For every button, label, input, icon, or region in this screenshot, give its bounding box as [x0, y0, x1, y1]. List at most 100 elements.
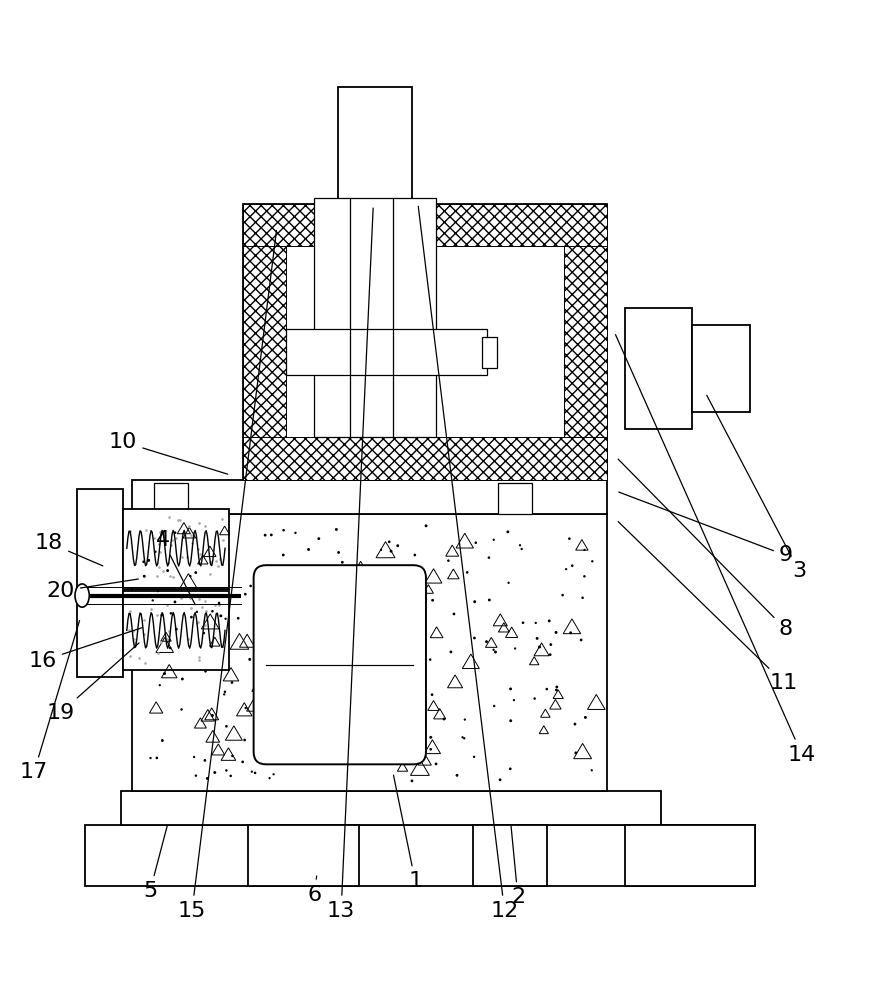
- Point: [501, 524, 515, 540]
- Point: [585, 762, 599, 778]
- Point: [488, 644, 503, 660]
- Point: [384, 543, 398, 559]
- Point: [311, 622, 325, 638]
- Point: [168, 525, 182, 541]
- Point: [248, 765, 263, 781]
- Point: [153, 677, 167, 693]
- Point: [423, 729, 438, 745]
- Point: [362, 603, 376, 619]
- Point: [368, 604, 382, 620]
- Point: [568, 716, 582, 732]
- Bar: [625, 308, 692, 429]
- Text: 6: 6: [307, 876, 321, 905]
- Point: [469, 535, 483, 551]
- Point: [276, 547, 290, 563]
- Point: [482, 592, 497, 608]
- Point: [467, 749, 481, 765]
- Text: 15: 15: [178, 230, 277, 921]
- Point: [550, 679, 564, 695]
- Point: [366, 750, 380, 766]
- Point: [163, 605, 178, 621]
- Point: [382, 534, 396, 550]
- Point: [151, 583, 165, 599]
- Point: [218, 684, 232, 700]
- Point: [532, 639, 547, 655]
- Point: [380, 752, 395, 768]
- Point: [238, 586, 253, 602]
- Point: [350, 698, 364, 714]
- Text: 4: 4: [155, 530, 196, 605]
- Point: [305, 686, 320, 702]
- Point: [263, 770, 277, 786]
- Point: [225, 674, 239, 690]
- Point: [243, 651, 257, 667]
- Point: [138, 568, 152, 584]
- Bar: [123, 509, 229, 588]
- Bar: [123, 591, 229, 670]
- Point: [574, 632, 588, 648]
- Point: [504, 681, 518, 697]
- Point: [262, 710, 276, 726]
- Point: [371, 672, 386, 688]
- Text: 20: 20: [46, 579, 138, 601]
- Point: [457, 730, 472, 746]
- Point: [175, 671, 189, 687]
- Point: [148, 544, 163, 560]
- Point: [273, 586, 288, 602]
- Point: [188, 768, 203, 784]
- Point: [425, 687, 439, 703]
- Point: [312, 531, 326, 547]
- Point: [219, 611, 233, 627]
- Point: [163, 640, 178, 656]
- Point: [455, 729, 470, 745]
- Point: [155, 733, 170, 749]
- Point: [480, 634, 494, 650]
- Point: [285, 738, 299, 754]
- Point: [444, 644, 458, 660]
- Point: [585, 553, 599, 569]
- Point: [325, 661, 339, 677]
- Text: 19: 19: [46, 643, 139, 723]
- Point: [487, 698, 501, 714]
- Point: [549, 624, 563, 640]
- Point: [300, 734, 314, 750]
- Bar: [243, 437, 607, 480]
- Point: [504, 713, 518, 729]
- Point: [141, 552, 155, 568]
- Point: [575, 590, 589, 606]
- Point: [379, 662, 393, 678]
- Point: [330, 521, 344, 537]
- Text: 5: 5: [143, 826, 167, 901]
- Bar: [132, 480, 607, 514]
- Bar: [314, 198, 436, 437]
- Text: 16: 16: [29, 628, 142, 671]
- Point: [321, 654, 336, 670]
- Point: [302, 647, 316, 663]
- Bar: [77, 489, 123, 677]
- Point: [468, 594, 482, 610]
- Point: [283, 728, 297, 744]
- Point: [565, 558, 580, 574]
- Point: [578, 542, 592, 558]
- Point: [183, 568, 197, 584]
- Point: [446, 606, 461, 622]
- Text: 12: 12: [418, 206, 519, 921]
- Point: [288, 525, 303, 541]
- Point: [213, 608, 228, 624]
- Point: [405, 773, 419, 789]
- Bar: [132, 514, 607, 791]
- Point: [487, 532, 501, 548]
- Point: [219, 762, 233, 778]
- Point: [412, 632, 426, 648]
- Point: [363, 616, 378, 632]
- Bar: [482, 337, 497, 368]
- Point: [563, 531, 577, 547]
- Point: [371, 668, 386, 684]
- Point: [361, 627, 375, 643]
- Point: [343, 617, 357, 633]
- Point: [577, 568, 591, 584]
- Point: [529, 615, 543, 631]
- Point: [503, 761, 517, 777]
- Point: [530, 630, 544, 646]
- Point: [335, 554, 349, 570]
